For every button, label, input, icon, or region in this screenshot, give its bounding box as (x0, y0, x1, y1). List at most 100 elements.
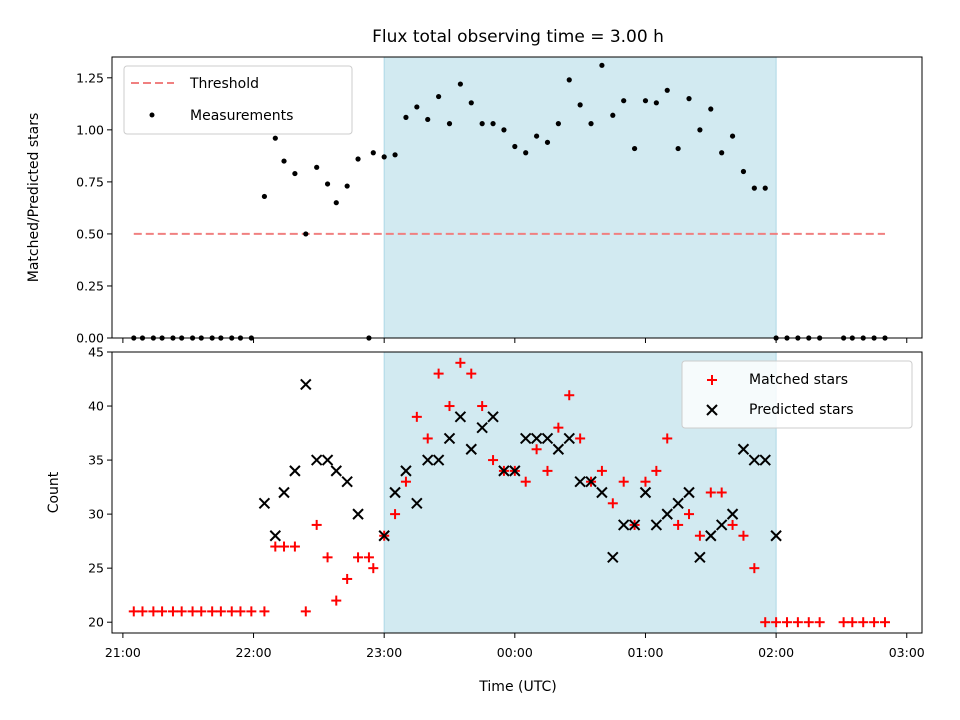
top-y-tick-label: 0.00 (76, 331, 104, 346)
matched-star-point (838, 617, 849, 628)
predicted-star-point (661, 508, 673, 520)
matched-star-point (662, 433, 673, 444)
matched-star-point (749, 563, 760, 574)
predicted-star-point (737, 443, 750, 455)
predicted-star-point (683, 486, 695, 499)
predicted-star-point (289, 465, 301, 477)
top-y-tick-label: 1.25 (76, 70, 104, 85)
top-legend-box (123, 65, 353, 135)
predicted-star-point (389, 486, 401, 499)
measurement-point (740, 168, 747, 175)
measurement-point (370, 150, 376, 156)
predicted-star-point (748, 454, 761, 466)
measurement-point (533, 133, 540, 139)
predicted-star-point (607, 551, 619, 564)
predicted-star-point (530, 432, 543, 445)
matched-star-point (705, 487, 716, 498)
legend-threshold-label: Threshold (189, 76, 259, 92)
measurement-point (501, 127, 507, 133)
bottom-y-tick-label: 30 (88, 507, 104, 522)
predicted-star-point (269, 530, 282, 542)
measurement-point (544, 139, 551, 145)
x-tick-label: 23:00 (366, 645, 402, 660)
top-y-tick-label: 0.25 (76, 278, 104, 293)
predicted-star-point (596, 486, 608, 499)
measurement-point (414, 104, 420, 110)
bottom-legend-box (681, 360, 913, 429)
top-panel: 0.00 0.25 0.50 0.75 1.00 1.25 Matched/Predict… (26, 56, 923, 346)
predicted-star-point (585, 475, 597, 488)
predicted-star-point (541, 432, 554, 445)
matched-star-point (196, 606, 207, 617)
predicted-star-point (321, 454, 334, 466)
measurement-point (686, 96, 692, 102)
bottom-axes-frame (111, 351, 923, 634)
measurement-point (392, 152, 398, 158)
matched-star-point (259, 606, 270, 617)
matched-star-point (322, 552, 333, 563)
top-legend: Threshold Measurements (123, 65, 353, 135)
measurement-point (599, 62, 605, 68)
predicted-star-point (341, 475, 353, 488)
bottom-y-tick-label: 20 (88, 615, 104, 630)
bottom-y-tick-label: 45 (88, 345, 104, 360)
measurement-point (324, 181, 331, 187)
predicted-star-point (650, 519, 663, 531)
measurement-point (719, 150, 725, 156)
matched-star-point (738, 530, 749, 541)
predicted-star-point (617, 519, 630, 531)
measurement-point (762, 185, 768, 191)
matched-star-point (520, 476, 531, 487)
predicted-star-point (443, 432, 456, 445)
matched-star-point (531, 444, 542, 455)
measurement-point (566, 77, 572, 83)
measurement-point (261, 193, 268, 200)
matched-star-point (311, 519, 322, 530)
matched-star-point (673, 519, 684, 530)
matched-star-point (331, 595, 342, 606)
matched-star-point (782, 617, 792, 628)
predicted-star-point (476, 421, 488, 434)
measurement-point (355, 156, 361, 162)
measurement-point (344, 183, 350, 189)
measurement-point (314, 164, 320, 170)
matched-star-point (215, 606, 226, 617)
measurement-point (653, 100, 659, 106)
matched-star-point (400, 476, 411, 487)
predicted-star-point (509, 465, 521, 477)
predicted-star-point (310, 454, 323, 466)
measurement-point (490, 121, 496, 127)
matched-star-point (596, 465, 607, 476)
predicted-star-point (278, 486, 290, 499)
matched-star-point (869, 617, 880, 628)
x-tick-label: 03:00 (889, 645, 925, 660)
measurement-point (468, 100, 474, 106)
measurement-point (292, 170, 298, 177)
x-tick-label: 21:00 (105, 645, 141, 660)
top-y-tick-label: 0.75 (76, 174, 104, 189)
x-tick-label: 02:00 (758, 645, 794, 660)
bottom-y-axis-label: Count (46, 471, 62, 513)
measurement-point (523, 150, 529, 156)
legend-predicted-swatch (706, 404, 718, 416)
measurement-point (751, 185, 757, 191)
matched-star-point (879, 617, 890, 628)
measurement-point (381, 154, 387, 160)
predicted-star-point (639, 486, 652, 499)
predicted-star-point (552, 443, 565, 455)
predicted-star-point (432, 454, 445, 466)
measurement-point (675, 145, 681, 152)
predicted-star-point (352, 508, 364, 520)
measurement-point (425, 116, 431, 123)
legend-matched-swatch (707, 375, 717, 385)
x-tick-label: 22:00 (236, 645, 272, 660)
bottom-y-tick-label: 25 (88, 561, 104, 576)
measurement-point (708, 106, 714, 112)
matched-star-point (640, 476, 651, 487)
matched-star-point (353, 552, 364, 563)
matched-star-point (814, 617, 825, 628)
x-tick-label: 01:00 (627, 645, 663, 660)
predicted-star-point (520, 432, 532, 445)
matched-star-point (176, 606, 187, 617)
